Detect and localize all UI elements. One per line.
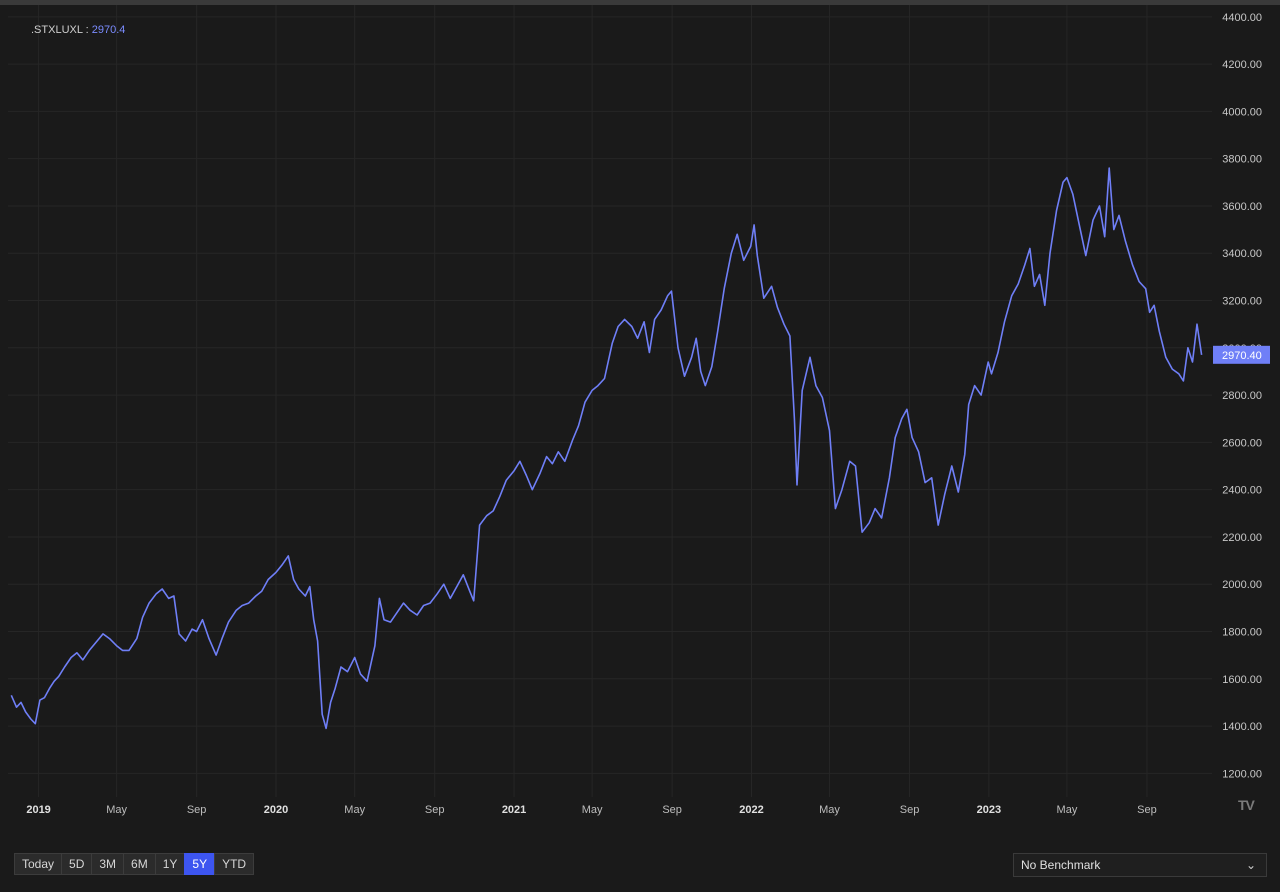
y-tick-label: 1200.00 — [1222, 768, 1262, 780]
x-tick-label: Sep — [900, 804, 920, 816]
legend-separator: : — [82, 24, 92, 36]
y-tick-label: 2000.00 — [1222, 579, 1262, 591]
x-tick-label: 2021 — [502, 804, 526, 816]
x-tick-label: 2022 — [739, 804, 763, 816]
x-tick-label: May — [582, 804, 603, 816]
y-tick-label: 1400.00 — [1222, 721, 1262, 733]
tradingview-logo[interactable]: TV — [1238, 797, 1255, 813]
y-tick-label: 1600.00 — [1222, 674, 1262, 686]
y-tick-label: 3200.00 — [1222, 296, 1262, 308]
top-border — [0, 0, 1280, 5]
y-tick-label: 1800.00 — [1222, 627, 1262, 639]
y-tick-label: 2400.00 — [1222, 485, 1262, 497]
range-button-1y[interactable]: 1Y — [154, 853, 186, 875]
x-tick-label: 2023 — [977, 804, 1001, 816]
x-tick-label: Sep — [1137, 804, 1157, 816]
y-axis: 1200.00 1400.00 1600.00 1800.00 2000.00 2200.… — [1222, 12, 1262, 781]
y-tick-label: 4200.00 — [1222, 59, 1262, 71]
range-button-3m[interactable]: 3M — [91, 853, 125, 875]
y-tick-label: 2200.00 — [1222, 532, 1262, 544]
y-tick-label: 4400.00 — [1222, 12, 1262, 24]
last-price-label: 2970.40 — [1222, 350, 1262, 362]
y-tick-label: 3800.00 — [1222, 154, 1262, 166]
y-tick-label: 2600.00 — [1222, 437, 1262, 449]
x-tick-label: May — [344, 804, 365, 816]
last-price-marker: 2970.40 — [1213, 345, 1270, 364]
y-tick-label: 4000.00 — [1222, 106, 1262, 118]
range-button-ytd[interactable]: YTD — [214, 853, 255, 875]
legend-value: 2970.4 — [91, 24, 126, 36]
x-tick-label: 2019 — [26, 804, 50, 816]
range-button-6m[interactable]: 6M — [123, 853, 156, 875]
x-tick-label: 2020 — [264, 804, 288, 816]
benchmark-value: No Benchmark — [1021, 858, 1101, 872]
y-tick-label: 3400.00 — [1222, 248, 1262, 260]
range-button-5d[interactable]: 5D — [61, 853, 93, 875]
range-selector: Today 5D 3M 6M 1Y 5Y YTD — [14, 853, 255, 875]
range-button-today[interactable]: Today — [14, 853, 63, 875]
last-price-badge — [1213, 345, 1270, 364]
chevron-down-icon: ⌄ — [1245, 858, 1256, 872]
x-tick-label: Sep — [662, 804, 682, 816]
series-legend: .STXLUXL : 2970.4 — [31, 24, 125, 36]
x-tick-label: Sep — [187, 804, 207, 816]
x-axis: 2019 May Sep 2020 May Sep 2021 May Sep 2022 May Sep… — [26, 804, 1156, 816]
y-tick-label: 2800.00 — [1222, 390, 1262, 402]
range-button-5y[interactable]: 5Y — [184, 853, 216, 875]
x-tick-label: May — [819, 804, 840, 816]
series-line — [10, 167, 1203, 730]
series-layer — [10, 167, 1203, 730]
benchmark-select[interactable]: No Benchmark ⌄ — [1013, 853, 1267, 877]
grid-layer — [8, 5, 1212, 797]
x-tick-label: May — [1057, 804, 1078, 816]
x-tick-label: May — [106, 804, 127, 816]
y-tick-label: 3600.00 — [1222, 201, 1262, 213]
x-tick-label: Sep — [425, 804, 445, 816]
legend-symbol: .STXLUXL — [31, 24, 83, 36]
price-chart[interactable]: 1200.00 1400.00 1600.00 1800.00 2000.00 2200.… — [0, 0, 1280, 840]
